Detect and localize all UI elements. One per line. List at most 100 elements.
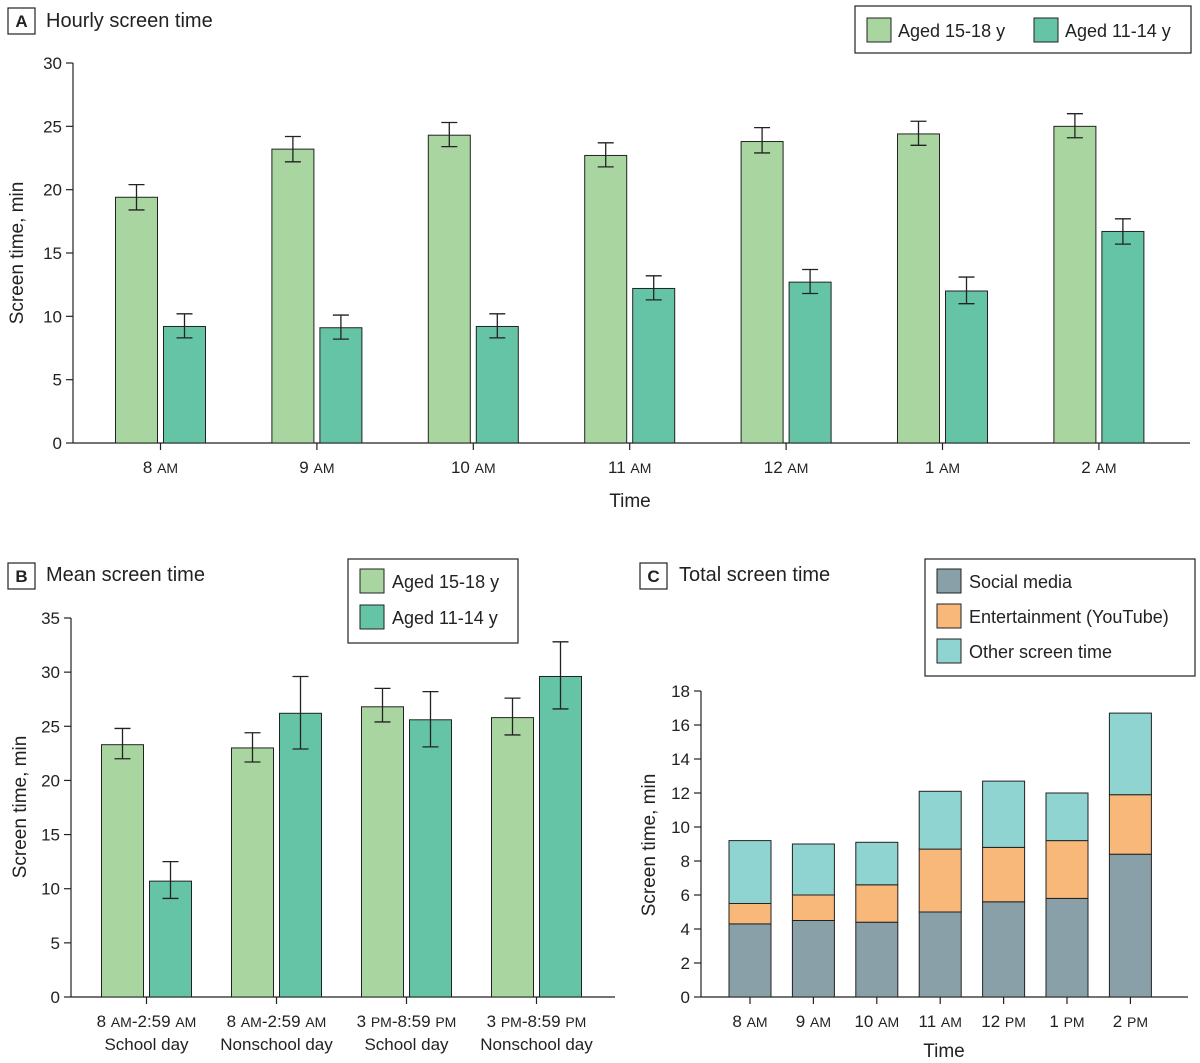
panel-a-title: Hourly screen time — [46, 10, 213, 32]
panel-c-y-tick-label: 8 — [681, 852, 690, 871]
panel-a-bar — [319, 327, 363, 444]
panel-c-legend-swatch — [936, 638, 962, 664]
panel-b-letter-box — [7, 562, 36, 590]
panel-c-x-tick-label: 2 PM — [1113, 1012, 1148, 1031]
panel-a-error-bar — [597, 142, 614, 168]
panel-c-y-tick-label: 2 — [681, 954, 690, 973]
panel-b-y-tick-label: 20 — [41, 771, 60, 790]
panel-a-bar — [1101, 230, 1145, 444]
panel-a-legend-label: Aged 15-18 y — [898, 21, 1005, 41]
panel-a-error-bar — [176, 313, 193, 339]
panel-c-stack-segment — [1045, 792, 1089, 842]
panel-a-y-tick-label: 20 — [43, 181, 62, 200]
panel-c-x-tick-label: 1 PM — [1049, 1012, 1084, 1031]
panel-c-stack-segment — [918, 911, 962, 998]
panel-b-title: Mean screen time — [46, 564, 205, 586]
panel-a-error-bar — [645, 275, 662, 301]
panel-c-stack-segment — [1108, 853, 1152, 998]
panel-c-y-tick-label: 16 — [671, 716, 690, 735]
panel-a-letter: A — [15, 12, 27, 31]
panel-c-stack-segment — [918, 790, 962, 850]
panel-a-bar — [945, 290, 988, 444]
panel-c-stack-segment — [1108, 712, 1152, 796]
panel-c-stack-segment — [982, 901, 1026, 998]
panel-c-letter: C — [647, 567, 659, 586]
panel-a-error-bar — [284, 135, 301, 163]
panel-a-y-tick-label: 5 — [53, 371, 62, 390]
panel-a: A Hourly screen time Screen time, min Ti… — [7, 7, 651, 512]
panel-c-stack-segment — [1045, 897, 1089, 998]
panel-c-legend-box — [924, 558, 1196, 677]
panel-a-error-bar — [910, 120, 927, 146]
panel-c-stack-segment — [982, 846, 1026, 903]
panel-b-error-bar — [504, 697, 521, 736]
panel-c-stack-segment — [1045, 840, 1089, 899]
panel-b-error-bar — [114, 727, 131, 760]
panel-a-error-bar — [489, 313, 506, 339]
panel-a-y-tick-label: 10 — [43, 307, 62, 326]
panel-b-error-bar — [292, 675, 309, 750]
panel-a-y-tick-label: 30 — [43, 54, 62, 73]
panel-b-legend-label: Aged 11-14 y — [392, 608, 498, 628]
panel-b-legend-swatch — [359, 568, 385, 594]
panel-a-y-tick-label: 25 — [43, 117, 62, 136]
panel-a-x-tick-label: 9 AM — [299, 458, 334, 477]
panel-c-x-tick-label: 8 AM — [732, 1012, 767, 1031]
panel-a-bar — [897, 133, 940, 444]
panel-a-legend-label: Aged 11-14 y — [1065, 21, 1171, 41]
panel-c-legend-label: Entertainment (YouTube) — [969, 607, 1169, 627]
panel-c-legend-label: Social media — [969, 572, 1073, 592]
panel-a-error-bar — [1114, 218, 1131, 245]
panel-b-y-tick-label: 0 — [51, 988, 60, 1007]
panel-c-stack-segment — [1108, 794, 1152, 855]
panel-a-bar — [115, 196, 158, 444]
panel-b-x-tick-label: 8 AM-2:59 AM — [227, 1012, 327, 1031]
panel-b-error-bar — [374, 687, 391, 723]
panel-b-y-axis-title: Screen time, min — [10, 736, 31, 879]
panel-a-bar — [632, 287, 676, 444]
panel-a-x-tick-label: 11 AM — [608, 458, 651, 477]
panel-a-bar — [788, 281, 832, 444]
panel-a-bar — [584, 154, 628, 444]
panel-a-x-tick-label: 10 AM — [451, 458, 496, 477]
panel-c-y-tick-label: 4 — [681, 920, 690, 939]
panel-c-legend-swatch — [936, 568, 962, 594]
panel-a-error-bar — [958, 276, 975, 305]
panel-c-x-tick-label: 9 AM — [796, 1012, 831, 1031]
panel-c-y-tick-label: 14 — [671, 750, 690, 769]
panel-c-y-tick-label: 0 — [681, 988, 690, 1007]
panel-b-bar — [409, 719, 452, 998]
panel-c-title: Total screen time — [679, 564, 830, 586]
panel-b-x-tick-label-line2: Nonschool day — [220, 1035, 333, 1054]
panel-b-bar — [101, 744, 144, 998]
panel-c-stack-segment — [982, 780, 1026, 848]
panel-a-bar — [1053, 125, 1097, 444]
panel-c-x-tick-label: 12 PM — [981, 1012, 1026, 1031]
panel-a-x-tick-label: 2 AM — [1081, 458, 1116, 477]
panel-a-error-bar — [128, 183, 145, 211]
panel-b-x-tick-label: 3 PM-8:59 PM — [357, 1012, 457, 1031]
panel-a-x-tick-label: 1 AM — [925, 458, 960, 477]
panel-c-stack-segment — [791, 843, 835, 896]
panel-b-bar — [539, 675, 582, 998]
panel-a-x-tick-label: 12 AM — [764, 458, 809, 477]
panel-a-y-tick-label: 15 — [43, 244, 62, 263]
panel-c-legend-label: Other screen time — [969, 642, 1112, 662]
panel-b: B Mean screen time Screen time, min — [7, 562, 205, 879]
panel-c-letter-box — [639, 562, 668, 590]
panel-a-error-bar — [1066, 113, 1083, 139]
panel-b-x-tick-label: 3 PM-8:59 PM — [487, 1012, 587, 1031]
panel-c-stack-segment — [918, 848, 962, 913]
panel-b-letter: B — [15, 567, 27, 586]
panel-b-bar — [149, 880, 192, 998]
panel-b-bar — [279, 712, 322, 998]
panel-a-y-axis-title: Screen time, min — [7, 182, 28, 325]
panel-c-y-tick-label: 6 — [681, 886, 690, 905]
panel-c-stack-segment — [791, 894, 835, 921]
panel-b-error-bar — [422, 690, 439, 748]
panel-a-legend-swatch — [1033, 17, 1059, 43]
panel-a-bar — [740, 141, 784, 444]
panel-b-bar — [361, 706, 404, 998]
panel-c-stack-segment — [855, 921, 899, 998]
